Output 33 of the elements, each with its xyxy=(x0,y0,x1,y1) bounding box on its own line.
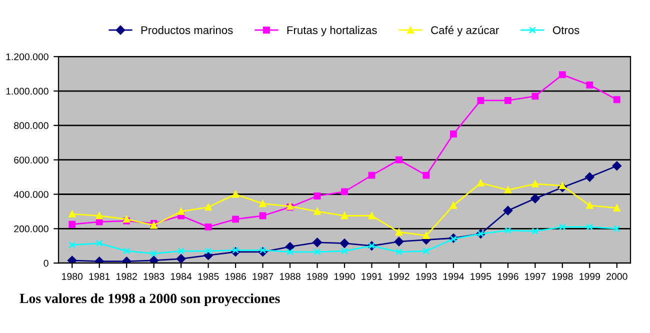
x-tick-label: 1989 xyxy=(307,273,328,280)
x-tick-label: 1991 xyxy=(362,273,382,280)
y-tick-label: 600.000 xyxy=(14,156,48,164)
x-tick-label: 1981 xyxy=(89,273,110,280)
x-tick-label: 1984 xyxy=(171,273,192,280)
legend-label: Otros xyxy=(552,26,580,34)
x-tick-label: 1987 xyxy=(252,273,274,280)
x-tick-label: 1998 xyxy=(552,273,573,280)
x-tick-label: 1999 xyxy=(580,273,600,280)
x-tick-label: 1982 xyxy=(116,273,137,280)
x-tick-label: 1995 xyxy=(470,273,492,280)
x-tick-label: 1988 xyxy=(280,273,300,280)
x-tick-label: 1990 xyxy=(334,273,355,280)
y-tick-label: 400.000 xyxy=(14,190,48,198)
y-tick-label: 1.200.000 xyxy=(6,53,48,60)
x-tick-label: 1983 xyxy=(144,273,164,280)
x-tick-label: 1994 xyxy=(443,273,464,280)
x-tick-label: 1992 xyxy=(388,273,410,280)
y-tick-label: 0 xyxy=(44,260,48,267)
y-tick-label: 800.000 xyxy=(14,122,48,130)
y-tick-label: 200.000 xyxy=(14,225,48,232)
x-tick-label: 2000 xyxy=(606,273,628,280)
x-tick-label: 1997 xyxy=(525,273,546,280)
text: Los valores de 1998 a 2000 son proyecciones xyxy=(20,293,280,306)
x-tick-label: 1993 xyxy=(416,273,437,280)
legend-label: Café y azúcar xyxy=(431,26,499,36)
x-tick-label: 1996 xyxy=(498,273,518,280)
legend-label: Frutas y hortalizas xyxy=(287,26,377,36)
legend-label: Productos marinos xyxy=(141,26,233,34)
x-tick-label: 1980 xyxy=(62,273,83,280)
x-tick-label: 1986 xyxy=(225,273,246,280)
x-tick-label: 1985 xyxy=(198,273,219,280)
y-tick-label: 1.000.000 xyxy=(6,88,48,95)
